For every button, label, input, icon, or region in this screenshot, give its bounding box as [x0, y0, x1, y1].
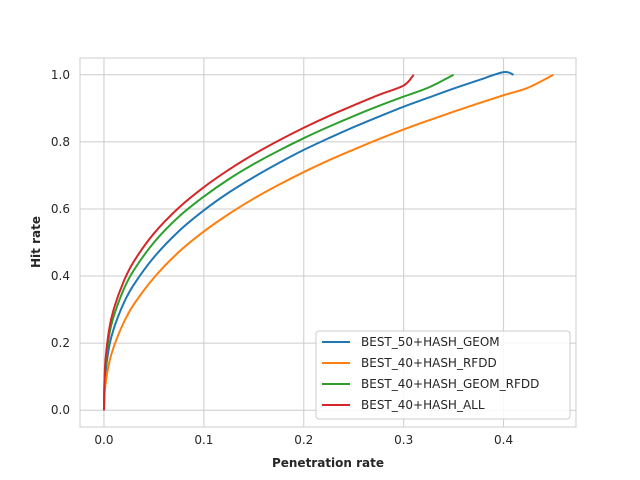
series-line-2: [102, 73, 554, 411]
y-tick-label: 0.6: [51, 202, 70, 216]
x-tick-label: 0.2: [294, 433, 313, 447]
legend-label-3: BEST_40+HASH_GEOM_RFDD: [361, 377, 539, 391]
y-tick-label: 0.8: [51, 135, 70, 149]
legend-label-1: BEST_50+HASH_GEOM: [361, 335, 500, 349]
legend-label-2: BEST_40+HASH_RFDD: [361, 356, 497, 370]
x-tick-label: 0.0: [94, 433, 113, 447]
legend: BEST_50+HASH_GEOM BEST_40+HASH_RFDD BEST_4…: [315, 330, 571, 420]
x-tick-label: 0.1: [194, 433, 213, 447]
y-tick-label: 0.2: [51, 336, 70, 350]
y-tick-label: 0.0: [51, 403, 70, 417]
series-line-1: [102, 70, 514, 411]
x-tick-label: 0.4: [494, 433, 513, 447]
series-line-3: [102, 73, 455, 411]
x-tick-label: 0.3: [394, 433, 413, 447]
y-tick-label: 0.4: [51, 269, 70, 283]
legend-label-4: BEST_40+HASH_ALL: [361, 398, 485, 412]
y-tick-label: 1.0: [51, 68, 70, 82]
series-line-4: [102, 74, 415, 411]
plot-frame: [79, 57, 577, 428]
x-axis-label: Penetration rate: [272, 456, 384, 470]
legend-box: [315, 330, 571, 420]
series-lines: [102, 70, 554, 411]
y-axis-label: Hit rate: [29, 216, 43, 268]
y-axis-ticks: 0.0 0.2 0.4 0.6 0.8 1.0: [51, 68, 70, 417]
x-axis-ticks: 0.0 0.1 0.2 0.3 0.4: [94, 433, 513, 447]
